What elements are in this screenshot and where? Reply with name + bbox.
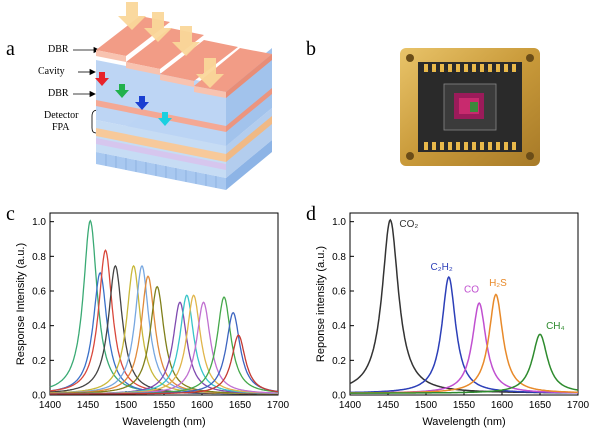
chart-d-xtick-label: 1400 xyxy=(339,400,362,411)
chart-c-xtick-label: 1650 xyxy=(229,400,252,411)
filtered-light-arrows xyxy=(95,72,172,126)
detector-layers xyxy=(96,108,272,178)
chart-d-gas-label: CH₄ xyxy=(546,321,565,332)
chart-d-ylabel: Reponse intensity (a.u.) xyxy=(315,246,327,362)
chart-d-xlabel: Wavelength (nm) xyxy=(422,416,505,428)
label-dbr-top: DBR xyxy=(48,44,69,55)
label-detector: Detector xyxy=(44,110,79,121)
label-dbr-bottom: DBR xyxy=(48,88,69,99)
chart-c-series-line xyxy=(50,334,279,395)
label-fpa: FPA xyxy=(52,122,70,133)
chart-d-ytick-label: 0.2 xyxy=(332,356,346,367)
chart-d-gas-label: C₂H₂ xyxy=(431,262,453,273)
chart-d-xtick-label: 1600 xyxy=(491,400,514,411)
chart-d-gas-label: CO xyxy=(464,285,479,296)
chart-c-ytick-label: 0.4 xyxy=(32,321,46,332)
chart-d-xtick-label: 1550 xyxy=(453,400,476,411)
chart-c-ytick-label: 0.8 xyxy=(32,252,46,263)
chart-d-xtick-label: 1450 xyxy=(377,400,400,411)
chart-d-ytick-label: 0.4 xyxy=(332,321,346,332)
chart-d-series-line xyxy=(350,302,578,394)
chart-c-xtick-label: 1500 xyxy=(115,400,138,411)
chart-c-ytick-label: 0.6 xyxy=(32,287,46,298)
chart-d-ytick-label: 0.6 xyxy=(332,287,346,298)
label-cavity: Cavity xyxy=(38,66,65,77)
panel-letter-a: a xyxy=(6,38,15,60)
panel-letter-d: d xyxy=(306,203,316,225)
chart-d-xtick-label: 1650 xyxy=(529,400,552,411)
chart-d-gas-label: CO₂ xyxy=(399,219,418,230)
chart-d-gas-label: H₂S xyxy=(489,278,507,289)
chart-c-ylabel: Response Intensity (a.u.) xyxy=(15,243,27,365)
panel-letter-c: c xyxy=(6,203,15,225)
chart-c-xlabel: Wavelength (nm) xyxy=(122,416,205,428)
incident-light-arrows xyxy=(118,2,224,88)
chart-c-xtick-label: 1400 xyxy=(39,400,62,411)
panel-letter-b: b xyxy=(306,38,316,60)
chart-d-series-line xyxy=(350,333,579,394)
chart-c-ytick-label: 0.2 xyxy=(32,356,46,367)
chart-d-ytick-label: 0.0 xyxy=(332,391,346,402)
chart-d-ytick-label: 1.0 xyxy=(332,217,346,228)
chart-c-ytick-label: 0.0 xyxy=(32,391,46,402)
chart-d-xtick-label: 1700 xyxy=(567,400,590,411)
chart-c-xtick-label: 1450 xyxy=(77,400,100,411)
chart-d-xtick-label: 1500 xyxy=(415,400,438,411)
chart-d-ytick-label: 0.8 xyxy=(332,252,346,263)
chart-c-ytick-label: 1.0 xyxy=(32,217,46,228)
chart-c-xtick-label: 1550 xyxy=(153,400,176,411)
chart-c-xtick-label: 1600 xyxy=(191,400,214,411)
chart-c-xtick-label: 1700 xyxy=(267,400,290,411)
